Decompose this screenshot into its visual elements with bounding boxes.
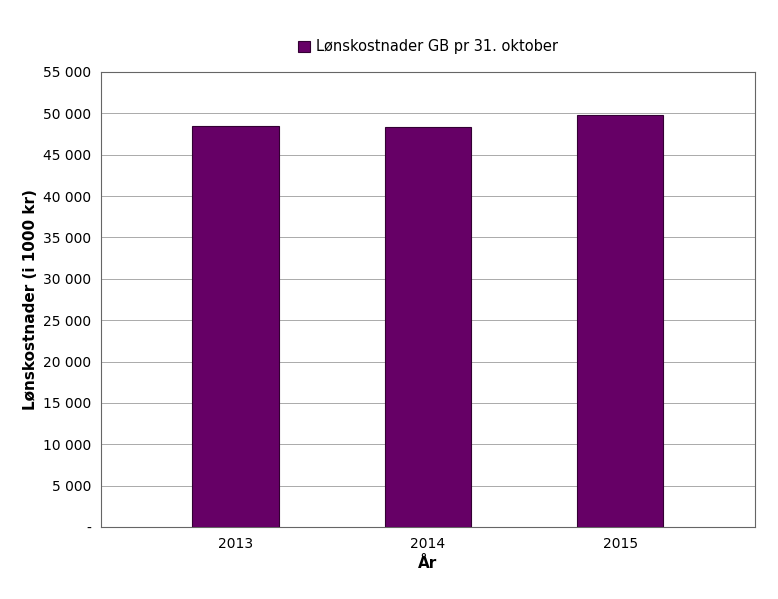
Y-axis label: Lønskostnader (i 1000 kr): Lønskostnader (i 1000 kr)	[23, 189, 37, 410]
Bar	[576, 115, 664, 527]
Bar	[384, 126, 471, 527]
Bar	[192, 126, 279, 527]
Legend: Lønskostnader GB pr 31. oktober: Lønskostnader GB pr 31. oktober	[293, 34, 563, 60]
X-axis label: År: År	[419, 556, 437, 571]
